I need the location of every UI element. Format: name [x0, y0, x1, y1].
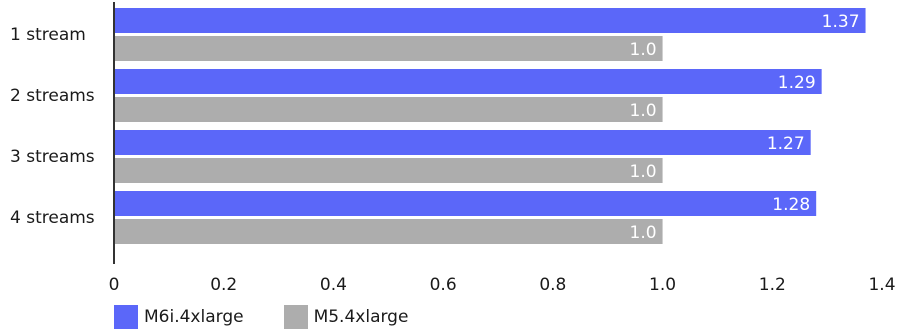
x-tick-label-1: 0.2: [210, 275, 237, 295]
legend-swatch-m5: [283, 305, 308, 329]
x-tick-label-5: 1.0: [649, 275, 676, 295]
bar-label-m6i-2: 1.29: [778, 73, 816, 93]
x-tick-label-7: 1.4: [868, 275, 895, 295]
bar-label-m5-1: 1.0: [630, 40, 657, 60]
bar-m5-1: [114, 36, 663, 61]
bar-label-m5-4: 1.0: [630, 223, 657, 243]
legend-item-m6i: M6i.4xlarge: [114, 305, 244, 329]
x-tick-label-4: 0.8: [539, 275, 566, 295]
bar-m5-2: [114, 97, 663, 122]
legend-label-m5: M5.4xlarge: [313, 307, 409, 327]
bar-label-m6i-3: 1.27: [767, 134, 805, 154]
bar-m6i-4: [114, 191, 817, 216]
bar-m6i-1: [114, 8, 866, 33]
bar-label-m6i-1: 1.37: [822, 12, 860, 32]
x-tick-label-0: 0: [109, 275, 120, 295]
legend-item-m5: M5.4xlarge: [283, 305, 409, 329]
bar-label-m5-2: 1.0: [630, 101, 657, 121]
legend-label-m6i: M6i.4xlarge: [144, 307, 244, 327]
category-labels: 1 stream 2 streams 3 streams 4 streams: [10, 25, 95, 228]
bar-m6i-3: [114, 130, 811, 155]
category-label-1: 1 stream: [10, 25, 86, 45]
bar-m5-3: [114, 158, 663, 183]
x-axis-ticks: 0 0.2 0.4 0.6 0.8 1.0 1.2 1.4: [109, 275, 896, 295]
category-label-4: 4 streams: [10, 208, 95, 228]
legend-swatch-m6i: [114, 305, 138, 329]
x-tick-label-2: 0.4: [320, 275, 347, 295]
bar-m6i-2: [114, 69, 822, 94]
bar-m5-4: [114, 219, 663, 244]
x-tick-label-6: 1.2: [759, 275, 786, 295]
bars-group: 1.37 1.0 1.29 1.0 1.27 1.0 1.28 1.0: [114, 8, 866, 244]
bar-label-m6i-4: 1.28: [772, 195, 810, 215]
x-tick-label-3: 0.6: [430, 275, 457, 295]
legend: M6i.4xlarge M5.4xlarge: [114, 305, 448, 329]
category-label-3: 3 streams: [10, 147, 95, 167]
bar-label-m5-3: 1.0: [630, 162, 657, 182]
category-label-2: 2 streams: [10, 86, 95, 106]
